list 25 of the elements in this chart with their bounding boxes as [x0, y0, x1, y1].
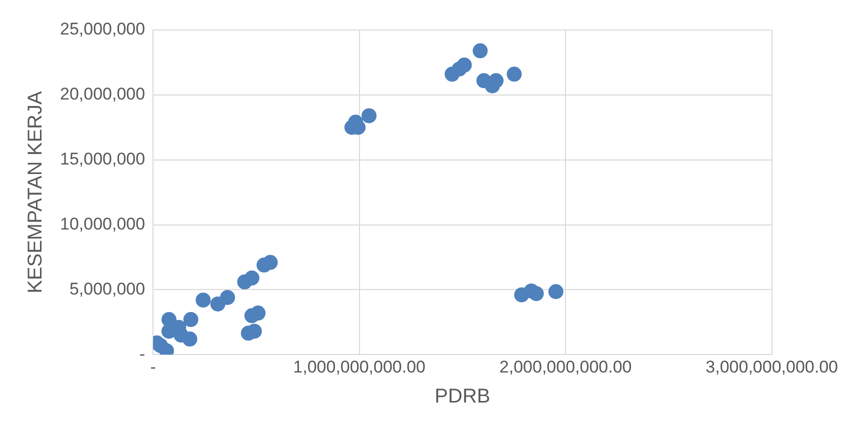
point: [240, 326, 256, 341]
point: [548, 284, 564, 300]
point: [220, 290, 236, 305]
x-tick-label: 1,000,000,000.00: [293, 357, 426, 376]
point: [472, 43, 488, 58]
y-tick-label: 25,000,000: [60, 20, 146, 39]
x-axis-title: PDRB: [434, 386, 490, 408]
x-tick-label: 3,000,000,000.00: [706, 357, 838, 376]
point: [506, 66, 522, 82]
point: [196, 292, 211, 308]
y-tick-label: -: [139, 344, 146, 364]
point: [244, 308, 260, 324]
point: [237, 274, 252, 290]
x-tick-label: 2,000,000,000.00: [499, 357, 632, 376]
y-axis-title: KESEMPATAN KERJA: [24, 90, 47, 294]
point: [362, 108, 377, 124]
point: [452, 61, 467, 76]
point: [174, 328, 189, 343]
point: [528, 286, 544, 302]
y-tick-label: 20,000,000: [60, 84, 146, 104]
y-tick-label: 10,000,000: [60, 214, 146, 234]
y-tick-label: 5,000,000: [69, 279, 146, 298]
point: [183, 312, 198, 328]
point: [256, 258, 272, 273]
y-tick-label: 15,000,000: [60, 150, 146, 169]
